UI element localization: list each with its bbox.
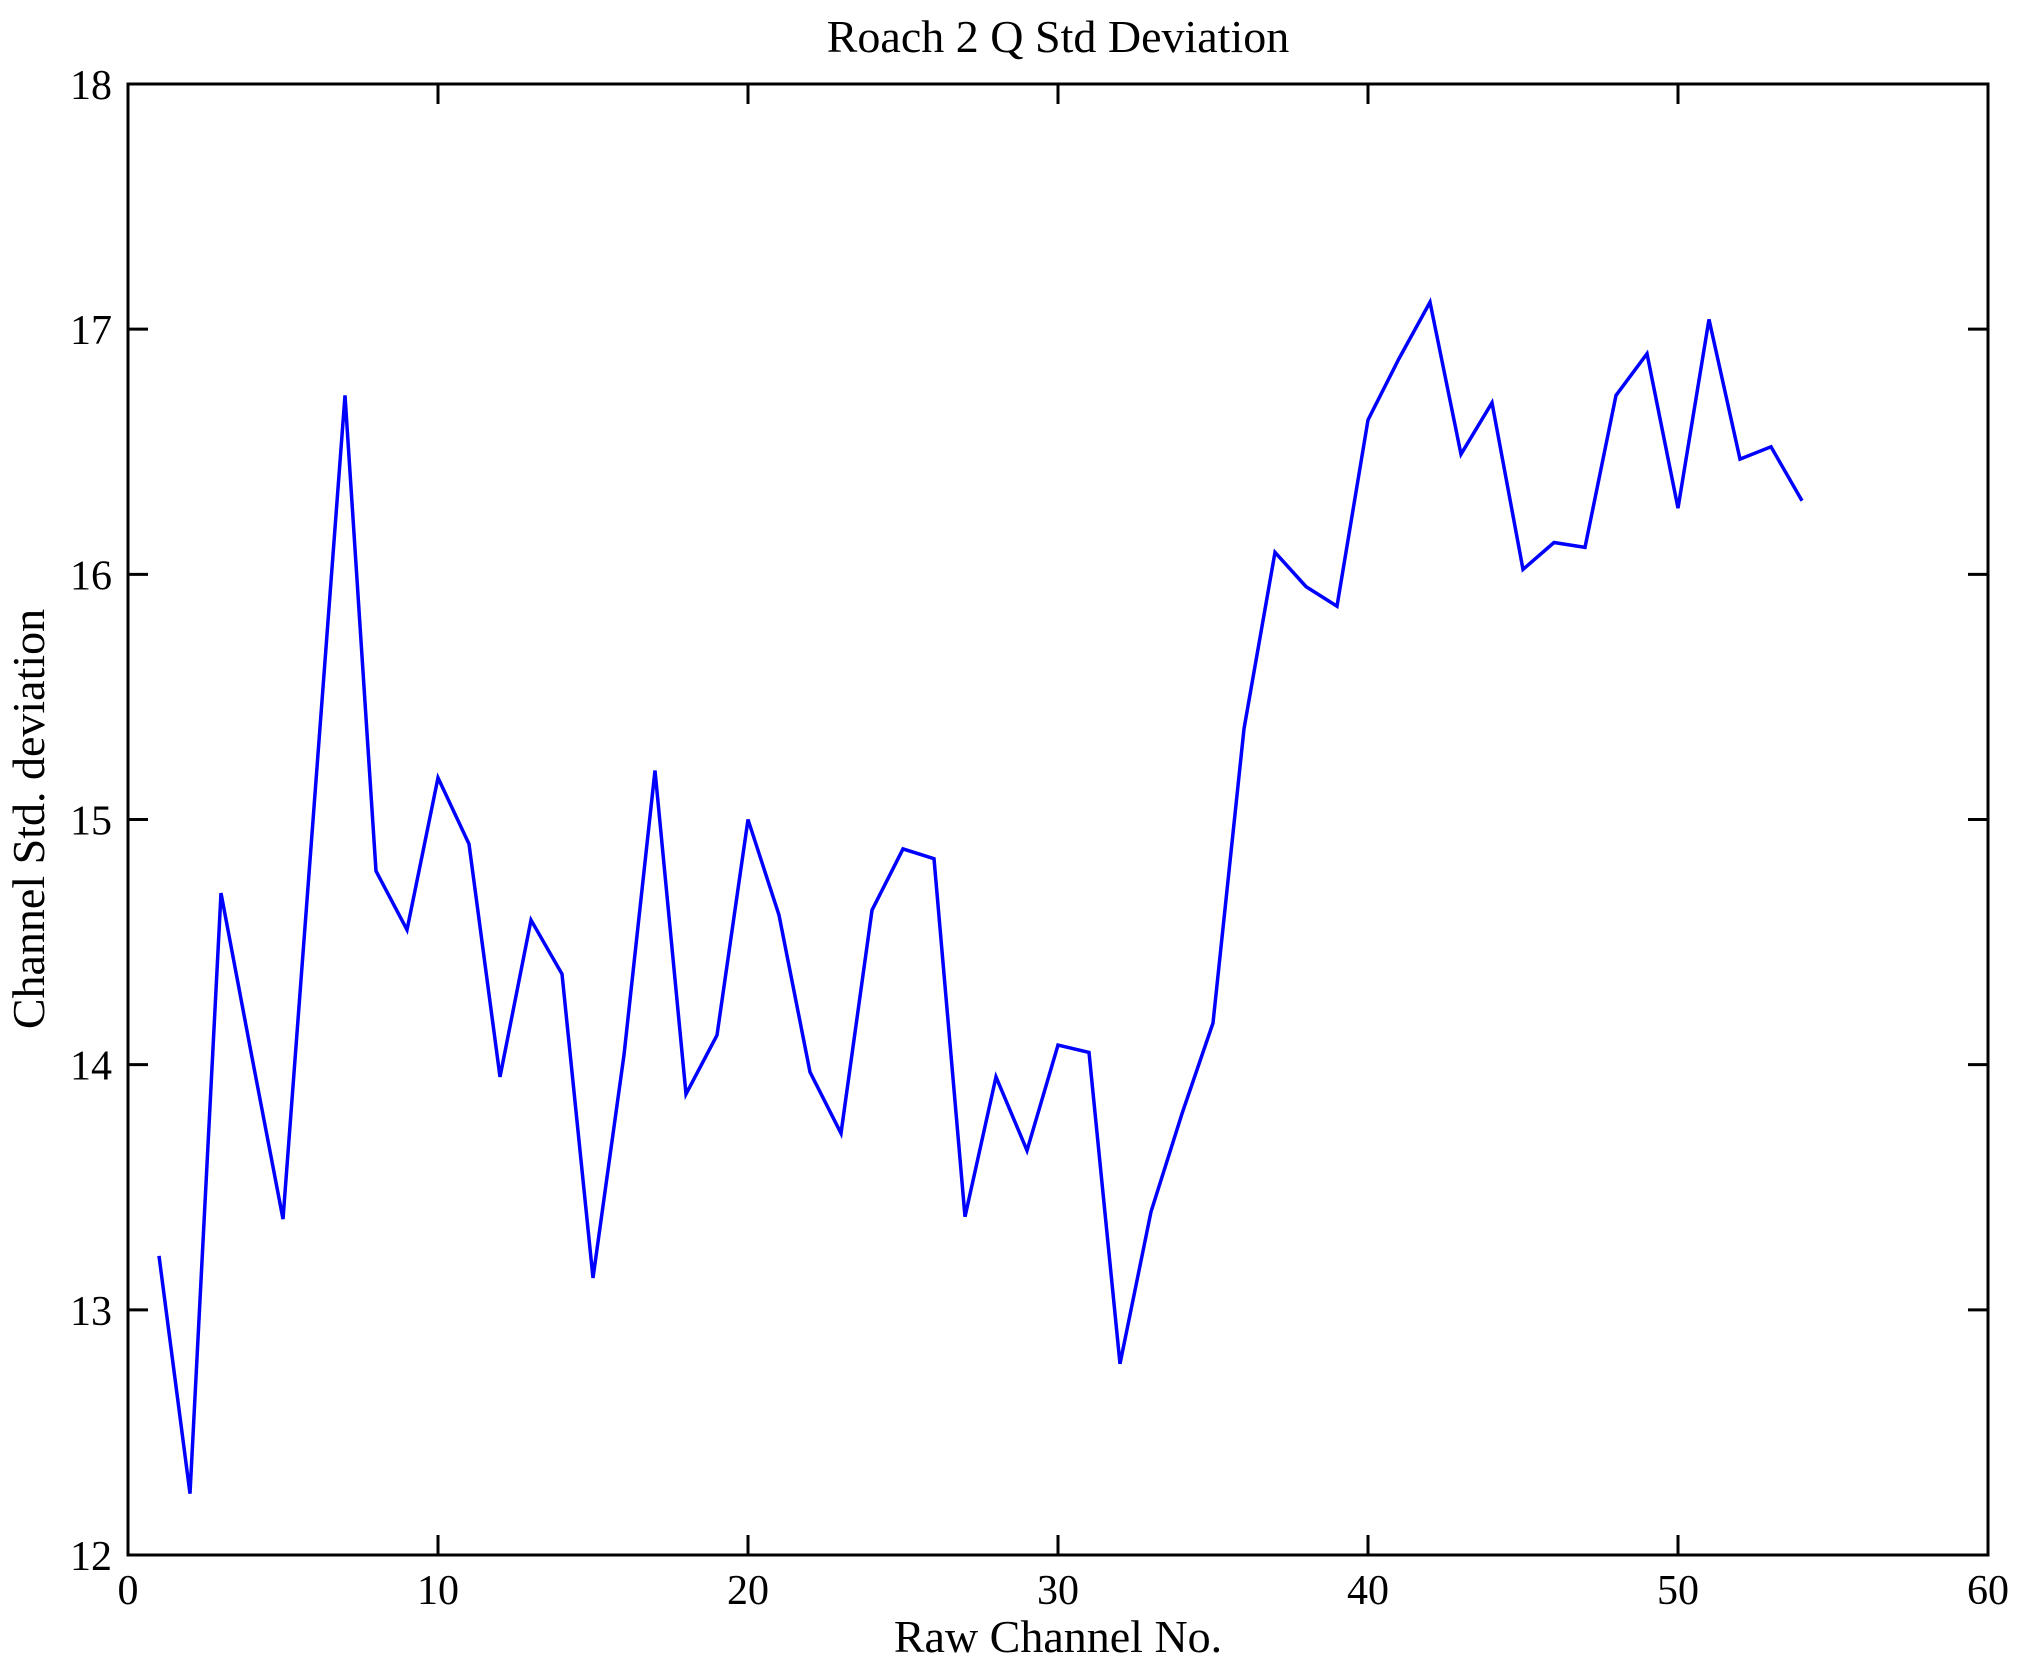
x-tick-label: 60 bbox=[1967, 1568, 2009, 1614]
y-tick-label: 12 bbox=[70, 1534, 112, 1580]
x-tick-label: 30 bbox=[1037, 1568, 1079, 1614]
plot-border bbox=[126, 82, 1990, 1557]
axis-tick-labels: 0 10 20 30 40 50 60 12 13 14 15 16 17 18 bbox=[70, 63, 2009, 1614]
y-tick-label: 15 bbox=[70, 799, 112, 845]
x-tick-label: 0 bbox=[118, 1568, 139, 1614]
y-tick-label: 16 bbox=[70, 553, 112, 599]
x-tick-label: 20 bbox=[727, 1568, 769, 1614]
y-tick-label: 14 bbox=[70, 1044, 112, 1090]
x-tick-label: 40 bbox=[1347, 1568, 1389, 1614]
y-tick-label: 17 bbox=[70, 308, 112, 354]
data-line bbox=[157, 297, 1804, 1494]
y-tick-label: 13 bbox=[70, 1289, 112, 1335]
axis-ticks bbox=[126, 82, 1990, 1557]
chart-title: Roach 2 Q Std Deviation bbox=[827, 11, 1290, 62]
x-tick-label: 50 bbox=[1657, 1568, 1699, 1614]
x-axis-label: Raw Channel No. bbox=[894, 1611, 1222, 1662]
y-tick-label: 18 bbox=[70, 63, 112, 109]
x-tick-label: 10 bbox=[417, 1568, 459, 1614]
y-axis-label: Channel Std. deviation bbox=[3, 609, 54, 1029]
